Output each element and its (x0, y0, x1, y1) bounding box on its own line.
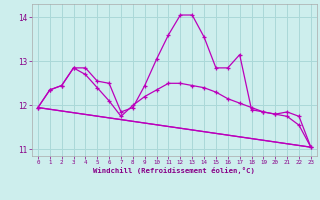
X-axis label: Windchill (Refroidissement éolien,°C): Windchill (Refroidissement éolien,°C) (93, 167, 255, 174)
